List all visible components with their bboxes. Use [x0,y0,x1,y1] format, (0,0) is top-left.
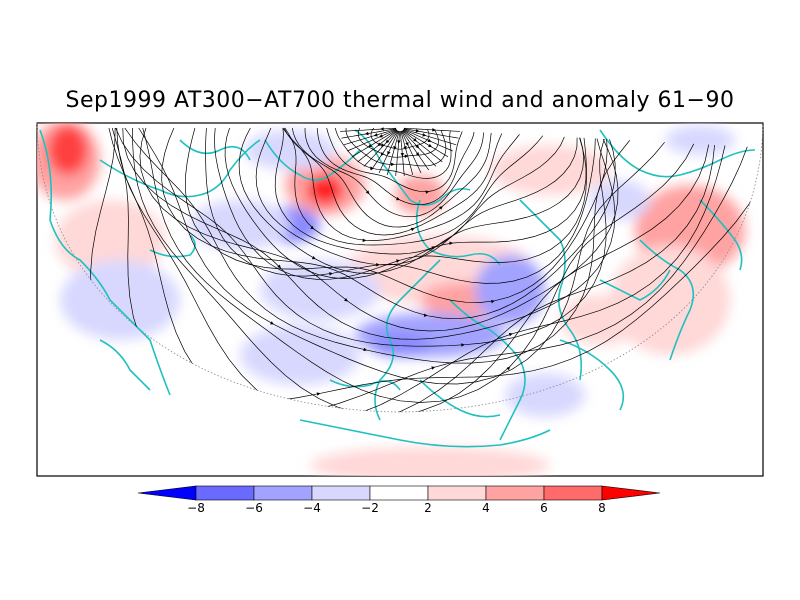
colorbar-tick-label: 8 [598,501,606,515]
colorbar-segment [544,486,602,500]
colorbar: −8 −6 −4 −2 2 4 6 8 [138,486,660,515]
colorbar-extend-low [138,486,196,500]
colorbar-segment [312,486,370,500]
colorbar-tick-label: −4 [303,501,321,515]
colorbar-tick-label: 4 [482,501,490,515]
colorbar-segment [428,486,486,500]
map-figure: −8 −6 −4 −2 2 4 6 8 [0,0,800,600]
colorbar-segment [254,486,312,500]
colorbar-segment [486,486,544,500]
colorbar-tick-label: −2 [361,501,379,515]
colorbar-segment [196,486,254,500]
colorbar-segment [370,486,428,500]
colorbar-tick-label: 2 [424,501,432,515]
colorbar-tick-label: −6 [245,501,263,515]
colorbar-tick-label: −8 [187,501,205,515]
colorbar-extend-high [602,486,660,500]
colorbar-tick-label: 6 [540,501,548,515]
